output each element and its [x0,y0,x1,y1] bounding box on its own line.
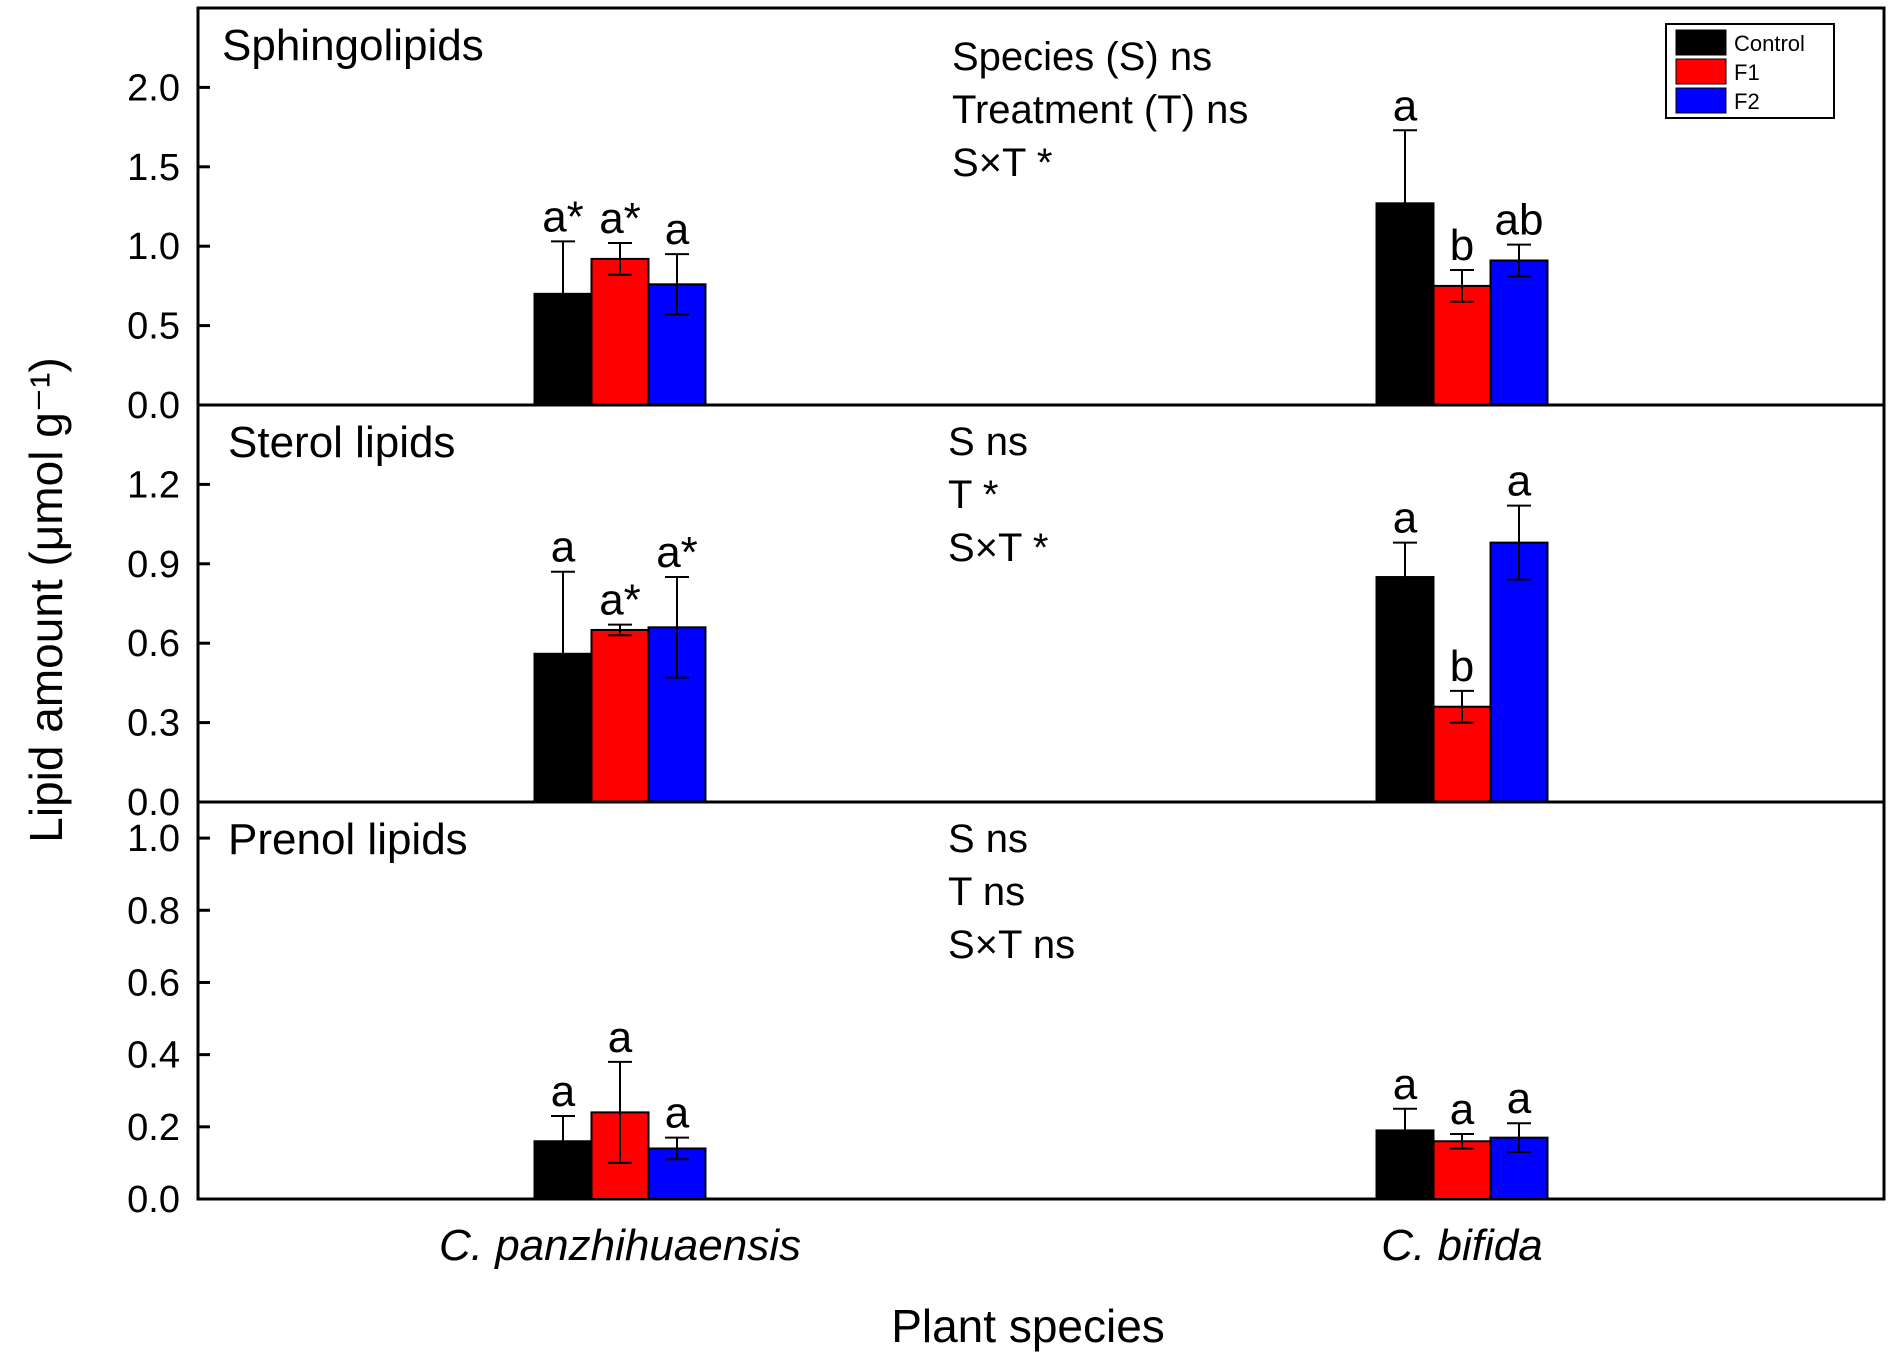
bar-f1-c-panzhihuaensis [590,628,650,804]
stat-line: T ns [948,870,1025,914]
bar-f1-c-bifida [1432,1140,1492,1200]
y-tick-label: 0.8 [127,890,180,932]
panel-frame [196,800,1886,1201]
significance-label: a [1507,1074,1532,1123]
legend-swatch-f1 [1675,58,1727,85]
significance-label: a [1450,1085,1475,1134]
category-label-c-panzhihuaensis: C. panzhihuaensis [439,1221,801,1270]
stat-line: Treatment (T) ns [952,88,1248,132]
y-axis-title: Lipid amount (μmol g⁻¹) [20,357,72,842]
y-tick-label: 1.0 [127,818,180,860]
significance-label: ab [1495,196,1544,245]
significance-label: a* [542,192,584,241]
y-tick-label: 1.2 [127,464,180,506]
bar-f2-c-bifida [1489,259,1549,406]
x-axis-title: Plant species [891,1300,1165,1352]
significance-label: b [1450,221,1474,270]
legend: Control F1 F2 [1665,23,1835,119]
bar-f1-c-panzhihuaensis [590,257,650,406]
significance-label: a* [656,528,698,577]
y-tick-label: 0.5 [127,306,180,348]
panel-title: Prenol lipids [228,815,468,864]
legend-label-f1: F1 [1734,60,1760,85]
significance-label: b [1450,642,1474,691]
significance-label: a [1507,457,1532,506]
stat-line: S ns [948,817,1028,861]
panel-sterol-lipids: 0.0 0.3 0.6 0.9 1.2 Sterol lipids S ns T * S×T *… [127,403,1886,824]
y-tick-label: 1.5 [127,147,180,189]
y-tick-label: 0.0 [127,782,180,824]
stat-line: S×T * [948,526,1048,570]
panel-prenol-lipids: 0.0 0.2 0.4 0.6 0.8 1.0 Prenol lipids S ns T ns S… [127,800,1886,1221]
y-tick-label: 0.6 [127,962,180,1004]
y-tick-label: 1.0 [127,226,180,268]
bar-f1-c-bifida [1432,284,1492,406]
significance-label: a [551,1067,576,1116]
stat-line: Species (S) ns [952,35,1212,79]
y-tick-label: 0.4 [127,1035,180,1077]
significance-label: a [608,1013,633,1062]
significance-label: a [1393,81,1418,130]
significance-label: a [551,523,576,572]
y-tick-label: 0.6 [127,623,180,665]
significance-label: a [1393,1060,1418,1109]
panel-sphingolipids: 0.0 0.5 1.0 1.5 2.0 Sphingolipids Species (S) … [127,6,1886,427]
significance-label: a* [599,194,641,243]
y-tick-label: 0.0 [127,1179,180,1221]
y-tick-label: 0.9 [127,544,180,586]
stat-line: S×T ns [948,923,1075,967]
legend-swatch-control [1675,29,1727,56]
category-label-c-bifida: C. bifida [1381,1221,1542,1270]
y-tick-label: 2.0 [127,67,180,109]
legend-label-control: Control [1734,31,1805,56]
significance-label: a [665,1089,690,1138]
legend-label-f2: F2 [1734,89,1760,114]
significance-label: a [1393,494,1418,543]
panel-title: Sterol lipids [228,418,455,467]
panel-title: Sphingolipids [222,21,484,70]
significance-label: a* [599,576,641,625]
legend-swatch-f2 [1675,87,1727,114]
y-tick-label: 0.0 [127,385,180,427]
stat-line: S ns [948,420,1028,464]
bar-f2-c-bifida [1489,541,1549,803]
y-tick-label: 0.3 [127,703,180,745]
stat-line: T * [948,473,998,517]
significance-label: a [665,205,690,254]
bar-control-c-bifida [1375,576,1435,803]
stat-line: S×T * [952,141,1052,185]
y-tick-label: 0.2 [127,1107,180,1149]
chart-root: 0.0 0.5 1.0 1.5 2.0 Sphingolipids Species (S) … [127,6,1886,1270]
